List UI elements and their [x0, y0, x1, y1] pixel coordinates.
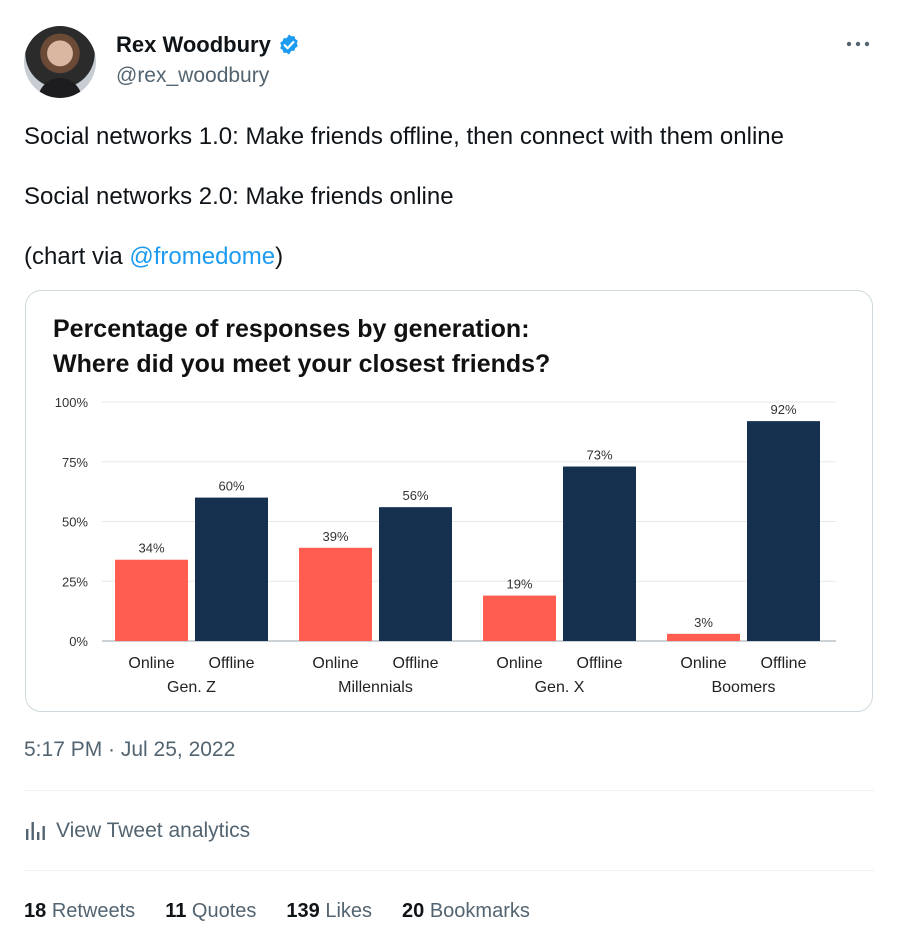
engagement-stats: 18 Retweets 11 Quotes 139 Likes 20 Bookm… [24, 896, 560, 926]
bar-chart: Percentage of responses by generation: Wh… [53, 315, 836, 696]
y-tick-label: 100% [55, 395, 89, 410]
stat-count: 18 [24, 899, 47, 922]
analytics-label: View Tweet analytics [56, 819, 251, 842]
stat-label: Bookmarks [429, 899, 530, 922]
author-name[interactable]: Rex Woodbury [116, 32, 271, 57]
tweet-timestamp[interactable]: 5:17 PM · Jul 25, 2022 [24, 738, 236, 761]
data-label: 39% [322, 529, 348, 544]
likes-stat[interactable]: 139 Likes [286, 900, 372, 923]
bar-online [667, 633, 740, 641]
x-series-label: Offline [209, 655, 255, 672]
data-label: 73% [586, 448, 612, 463]
x-series-label: Online [680, 655, 726, 672]
data-label: 92% [770, 402, 796, 417]
bar-offline [563, 466, 636, 641]
x-series-label: Online [312, 655, 358, 672]
text-prefix: (chart via [24, 243, 130, 270]
quotes-stat[interactable]: 11 Quotes [165, 900, 256, 923]
bar-online [483, 595, 556, 641]
avatar[interactable] [24, 26, 96, 98]
x-group-label: Millennials [338, 679, 413, 696]
data-label: 19% [506, 577, 532, 592]
bookmarks-stat[interactable]: 20 Bookmarks [402, 900, 530, 923]
stat-count: 11 [165, 899, 187, 922]
x-group-label: Gen. Z [167, 679, 216, 696]
data-label: 60% [218, 479, 244, 494]
y-tick-label: 75% [62, 455, 88, 470]
stat-count: 20 [402, 899, 425, 922]
divider [24, 790, 874, 791]
data-label: 34% [138, 541, 164, 556]
x-series-label: Offline [577, 655, 623, 672]
more-options-icon[interactable] [845, 34, 871, 54]
text-suffix: ) [275, 243, 284, 270]
y-tick-label: 50% [62, 515, 88, 530]
data-label: 3% [694, 615, 713, 630]
divider [24, 870, 874, 871]
chart-title: Percentage of responses by generation: [53, 315, 530, 343]
x-series-label: Online [496, 655, 542, 672]
x-group-label: Gen. X [535, 679, 585, 696]
chart-subtitle: Where did you meet your closest friends? [53, 350, 550, 378]
mention-link[interactable]: @fromedome [129, 243, 276, 270]
stat-count: 139 [286, 899, 320, 922]
stat-label: Retweets [51, 899, 136, 922]
avatar-figure [38, 78, 82, 98]
tweet-text-line-3: (chart via @fromedome) [24, 242, 283, 272]
tweet-text-line-1: Social networks 1.0: Make friends offlin… [24, 123, 784, 150]
x-series-label: Offline [761, 655, 807, 672]
verified-badge-icon [280, 34, 298, 55]
stat-label: Quotes [191, 899, 257, 922]
bar-offline [195, 497, 268, 641]
data-label: 56% [402, 488, 428, 503]
y-tick-label: 25% [62, 574, 88, 589]
retweets-stat[interactable]: 18 Retweets [24, 900, 135, 923]
bar-online [115, 559, 188, 641]
y-tick-label: 0% [69, 634, 88, 649]
view-analytics-link[interactable]: View Tweet analytics [24, 816, 250, 846]
tweet-text-line-2: Social networks 2.0: Make friends online [24, 183, 454, 210]
x-series-label: Online [128, 655, 174, 672]
bar-online [299, 547, 372, 641]
bar-offline [747, 421, 820, 641]
analytics-bar-icon [26, 822, 45, 840]
bar-offline [379, 507, 452, 641]
x-group-label: Boomers [711, 679, 775, 696]
stat-label: Likes [325, 899, 373, 922]
author-handle[interactable]: @rex_woodbury [116, 64, 270, 87]
x-series-label: Offline [393, 655, 439, 672]
chart-image-card[interactable]: Percentage of responses by generation: Wh… [25, 290, 873, 712]
